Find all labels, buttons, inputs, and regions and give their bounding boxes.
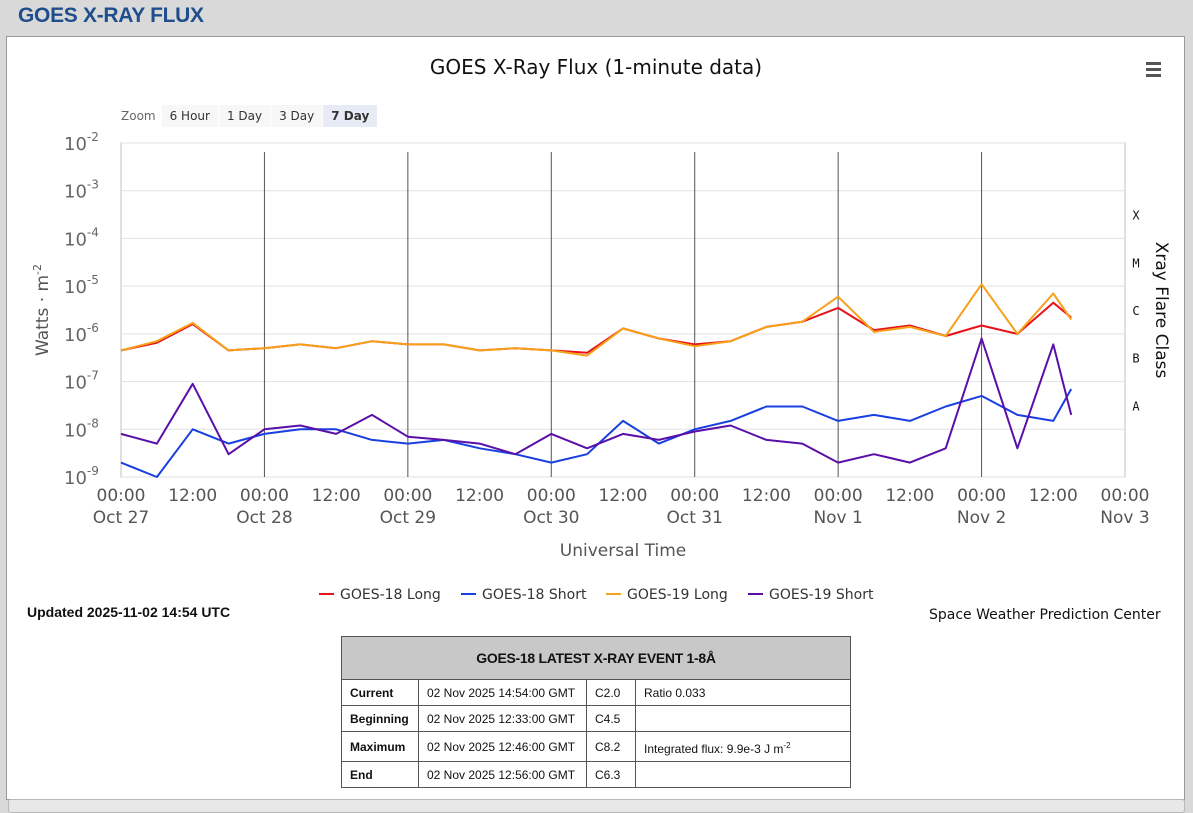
- x-tick-label: 00:00: [240, 486, 289, 506]
- x-tick-label: 00:00: [670, 486, 719, 506]
- x-tick-label: 00:00: [1101, 486, 1150, 506]
- row-class: C6.3: [586, 761, 636, 788]
- series-line-goes-19-long: [120, 283, 1073, 357]
- flare-class-label: M: [1132, 256, 1139, 270]
- x-tick-label: 12:00: [742, 486, 791, 506]
- updated-timestamp: Updated 2025-11-02 14:54 UTC: [27, 604, 231, 620]
- x-axis-title: Universal Time: [560, 541, 686, 561]
- latest-xray-event-table: GOES-18 LATEST X-RAY EVENT 1-8Å Current …: [341, 636, 851, 788]
- legend-item-label: GOES-19 Short: [769, 587, 874, 603]
- row-label: Current: [341, 679, 419, 706]
- x-tick-label: 12:00: [455, 486, 504, 506]
- credit-text: Space Weather Prediction Center: [929, 607, 1161, 623]
- row-class: C8.2: [586, 731, 636, 762]
- flare-class-label: C: [1132, 304, 1139, 318]
- hamburger-menu-icon[interactable]: [1140, 56, 1166, 82]
- x-tick-label: 12:00: [312, 486, 361, 506]
- legend-item-label: GOES-18 Long: [340, 587, 441, 603]
- page-title: GOES X-RAY FLUX: [18, 4, 204, 27]
- x-tick-label: 00:00: [957, 486, 1006, 506]
- row-extra: Ratio 0.033: [635, 679, 851, 706]
- y-tick-label: 10-2: [64, 130, 99, 155]
- x-tick-date-label: Nov 3: [1100, 508, 1149, 528]
- row-class: C2.0: [586, 679, 636, 706]
- row-label: Beginning: [341, 705, 419, 732]
- flare-class-label: B: [1132, 352, 1139, 366]
- event-table-title: GOES-18 LATEST X-RAY EVENT 1-8Å: [341, 636, 851, 680]
- x-tick-label: 00:00: [814, 486, 863, 506]
- row-extra: Integrated flux: 9.9e-3 J m-2: [635, 731, 851, 762]
- x-tick-date-label: Oct 31: [666, 508, 722, 528]
- table-row: Beginning 02 Nov 2025 12:33:00 GMT C4.5: [341, 705, 851, 732]
- x-tick-label: 12:00: [885, 486, 934, 506]
- table-row: Current 02 Nov 2025 14:54:00 GMT C2.0 Ra…: [341, 679, 851, 706]
- y2-axis-title: Xray Flare Class: [1151, 242, 1171, 379]
- row-time: 02 Nov 2025 12:46:00 GMT: [418, 731, 587, 762]
- table-row: End 02 Nov 2025 12:56:00 GMT C6.3: [341, 761, 851, 788]
- x-tick-date-label: Nov 1: [813, 508, 862, 528]
- legend-item-label: GOES-19 Long: [627, 587, 728, 603]
- x-tick-date-label: Nov 2: [957, 508, 1006, 528]
- bottom-scroll-bar[interactable]: [8, 799, 1185, 813]
- row-class: C4.5: [586, 705, 636, 732]
- zoom-1-day-button[interactable]: 1 Day: [218, 105, 271, 127]
- zoom-7-day-button[interactable]: 7 Day: [323, 105, 378, 127]
- y-axis-title: Watts · m-2: [31, 264, 53, 356]
- zoom-3-day-button[interactable]: 3 Day: [271, 105, 323, 127]
- row-extra: [635, 761, 851, 788]
- x-tick-label: 12:00: [168, 486, 217, 506]
- x-tick-label: 12:00: [1029, 486, 1078, 506]
- x-tick-date-label: Oct 28: [236, 508, 292, 528]
- row-extra: [635, 705, 851, 732]
- x-tick-label: 00:00: [383, 486, 432, 506]
- row-label: Maximum: [341, 731, 419, 762]
- zoom-label: Zoom: [121, 109, 156, 123]
- legend-item-label: GOES-18 Short: [482, 587, 587, 603]
- y-tick-label: 10-4: [64, 225, 99, 250]
- x-tick-date-label: Oct 30: [523, 508, 579, 528]
- table-row: Maximum 02 Nov 2025 12:46:00 GMT C8.2 In…: [341, 731, 851, 762]
- y-tick-label: 10-9: [64, 464, 99, 489]
- row-time: 02 Nov 2025 12:33:00 GMT: [418, 705, 587, 732]
- y-tick-label: 10-7: [64, 369, 99, 394]
- y-tick-label: 10-6: [64, 321, 99, 346]
- row-label: End: [341, 761, 419, 788]
- flare-class-label: A: [1132, 399, 1140, 413]
- x-tick-label: 00:00: [97, 486, 146, 506]
- series-line-goes-19-short: [120, 337, 1073, 464]
- row-time: 02 Nov 2025 14:54:00 GMT: [418, 679, 587, 706]
- row-time: 02 Nov 2025 12:56:00 GMT: [418, 761, 587, 788]
- zoom-selector: Zoom 6 Hour 1 Day 3 Day 7 Day: [121, 104, 378, 128]
- x-tick-label: 00:00: [527, 486, 576, 506]
- chart-title: GOES X-Ray Flux (1-minute data): [430, 55, 762, 79]
- x-tick-date-label: Oct 27: [93, 508, 149, 528]
- flare-class-label: X: [1132, 209, 1140, 223]
- plot-area: [120, 142, 1126, 478]
- series-line-goes-18-short: [120, 388, 1073, 478]
- y-tick-label: 10-8: [64, 416, 99, 441]
- zoom-6-hour-button[interactable]: 6 Hour: [161, 105, 218, 127]
- x-tick-label: 12:00: [599, 486, 648, 506]
- x-tick-date-label: Oct 29: [380, 508, 436, 528]
- y-tick-label: 10-3: [64, 178, 99, 203]
- y-tick-label: 10-5: [64, 273, 99, 298]
